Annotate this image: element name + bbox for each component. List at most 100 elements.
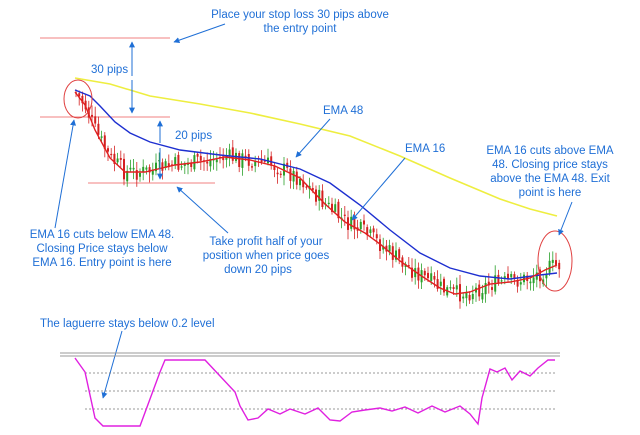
candle-body [491,287,493,290]
candle-body [209,159,212,167]
entry-text-line-1: EMA 16 cuts below EMA 48. [30,229,174,241]
candle-body [548,260,551,273]
candle-body [311,188,314,191]
candle-body [436,279,439,289]
exit-circle [537,230,573,292]
candle-body [206,161,209,164]
exit-text-line-2: 48. Closing price stays [492,159,608,171]
candle-body [510,274,513,278]
laguerre-annotation: The laguerre stays below 0.2 level [40,318,215,330]
candle-body [279,173,282,175]
candle-body [388,245,391,252]
candle-body [196,153,199,157]
candle-body [190,163,193,167]
candle-body [507,273,509,280]
candle-body [433,276,436,280]
candle-body [164,161,167,168]
candle-body [87,107,90,118]
candle-body [375,234,378,239]
candle-body [481,293,484,300]
candle-body [369,229,372,233]
candle-body [545,274,548,279]
candle-body [148,167,151,173]
candle-body [129,167,132,170]
candle-body [334,204,337,212]
candle-body [167,163,170,168]
candle-body [414,268,417,278]
ema-slow-line [74,77,558,217]
candle-body [103,135,106,150]
candle-body [353,216,356,230]
candle-body [343,214,346,216]
candle-body [468,294,471,301]
annotations: Place your stop loss 30 pips above the e… [30,9,614,399]
candle-body [260,159,263,162]
candle-body [327,202,330,204]
stop-loss-text-line-1: Place your stop loss 30 pips above [211,9,389,21]
candle-body [372,228,375,233]
take-profit-text-line-3: down 20 pips [224,264,292,276]
candle-body [145,167,148,170]
candle-body [225,157,228,160]
candle-body [244,155,247,157]
candle-body [331,203,333,212]
candle-body [439,281,442,286]
pips30-label: 30 pips [91,64,128,76]
candle-body [81,95,84,104]
candle-body [407,265,410,267]
take-profit-text-line-1: Take profit half of your [209,236,322,248]
laguerre-line [74,357,555,427]
candle-body [379,239,381,251]
entry-circle [63,79,93,119]
candle-body [94,116,97,124]
candle-body [292,170,295,182]
candle-body [398,249,401,259]
take-profit-arrow [176,186,229,234]
candle-body [183,163,186,166]
candle-body [139,173,141,177]
candle-body [273,165,276,170]
candle-body [123,158,125,180]
entry-text-line-2: Closing Price stays below [36,243,168,255]
candle-body [289,168,292,181]
candle-body [478,284,481,297]
candle-body [97,123,100,135]
candle-body [427,272,429,279]
candle-body [471,294,474,300]
candle-body [551,259,554,263]
candle-body [391,246,394,260]
candle-body [318,189,321,201]
candle-body [558,262,561,270]
candle-body [523,274,525,283]
candle-body [462,296,465,299]
ema48-arrow [295,118,331,158]
candle-body [411,267,413,278]
candle-body [465,292,468,299]
candle-body [263,160,266,162]
take-profit-text-line-2: position when price goes [203,250,330,262]
candle-body [363,220,365,225]
candle-body [395,250,397,260]
candle-body [513,274,516,278]
stop-loss-text-line-2: the entry point [264,23,338,35]
candle-body [174,157,177,165]
candle-body [158,160,161,162]
entry-text-line-3: EMA 16. Entry point is here [32,257,171,269]
exit-arrow [558,201,573,236]
laguerre-panel [60,352,560,427]
candle-body [161,162,164,171]
ema16-arrow [351,157,406,221]
candle-body [382,246,385,250]
candle-body [350,216,353,229]
candle-body [276,172,279,175]
candle-body [337,201,340,219]
candle-body [251,166,253,168]
candle-body [113,153,116,164]
candle-body [529,281,532,284]
exit-text-line-1: EMA 16 cuts above EMA [486,145,614,157]
candle-body [222,156,225,161]
ema48-line [74,89,558,280]
candle-body [532,277,535,284]
candle-body [155,162,157,172]
